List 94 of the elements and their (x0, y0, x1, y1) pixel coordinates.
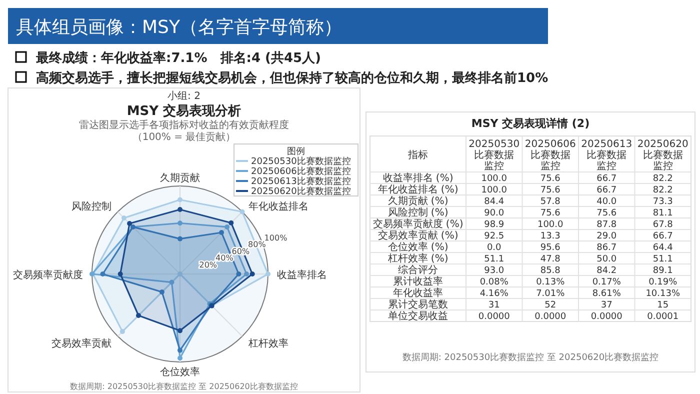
category-label: 单位交易收益 (388, 311, 448, 322)
text: 0.0000 (590, 312, 622, 322)
text: 73.3 (652, 197, 673, 207)
text: 小组: 2 (168, 90, 200, 102)
chart-title: MSY 交易表现分析 (126, 103, 242, 119)
text: 4.16% (480, 289, 508, 299)
text: 95.6 (540, 243, 560, 253)
text: 37 (600, 300, 612, 310)
text: 0.13% (536, 278, 565, 288)
text: 40.0 (596, 197, 617, 207)
text: 0.0001 (647, 312, 679, 322)
legend-label: 20250613比赛数据监控 (251, 176, 351, 187)
text: 89.1 (652, 266, 673, 276)
legend-title: 图例 (287, 146, 305, 157)
text: 84.4 (484, 197, 504, 207)
category-label: 交易效率贡献 (%) (378, 230, 458, 242)
text: 0.0000 (478, 312, 510, 322)
category-label: 20250530比赛数据监控 (468, 139, 520, 172)
category-label: 累计收益率 (393, 276, 443, 288)
text: 51.1 (484, 254, 504, 264)
text: 66.7 (652, 232, 673, 242)
text: MSY 交易表现详情 (2) (471, 117, 590, 130)
category-label: 年化收益排名 (%) (378, 184, 458, 196)
text: 90.0 (484, 208, 504, 218)
text: 数据周期: 20250530比赛数据监控 至 20250620比赛数据监控 (70, 382, 298, 391)
text: 0.19% (648, 278, 678, 288)
text: 75.6 (540, 208, 560, 218)
y-tick-label: 100% (264, 233, 288, 242)
text: 84.2 (596, 266, 617, 276)
text: 87.8 (596, 220, 617, 230)
category-label: 20250606比赛数据监控 (524, 139, 576, 172)
category-label: 累计交易笔数 (388, 300, 448, 310)
text: 82.2 (652, 186, 673, 196)
spoke-label: 交易效率贡献 (51, 338, 112, 350)
text: 66.7 (596, 186, 617, 196)
category-label: 综合评分 (398, 265, 438, 276)
category-label: 久期贡献 (%) (388, 196, 448, 207)
category-label: 20250613比赛数据监控 (581, 139, 632, 172)
text: 0.0 (486, 243, 502, 253)
text: 66.7 (596, 174, 617, 184)
text: 8.61% (592, 289, 621, 299)
legend-label: 20250620比赛数据监控 (251, 186, 351, 197)
text: 7.01% (536, 289, 565, 299)
text: 98.9 (484, 220, 504, 230)
text: 高频交易选手，擅长把握短线交易机会，但也保持了较高的仓位和久期，最终排名前10% (36, 70, 548, 86)
spoke-label: 久期贡献 (160, 172, 200, 184)
spoke-label: 仓位效率 (160, 366, 200, 378)
legend-label: 20250606比赛数据监控 (251, 166, 351, 177)
category-label: 杠杆效率 (%) (388, 254, 448, 264)
text: 31 (488, 300, 500, 310)
text: 93.0 (484, 266, 504, 276)
spoke-label: 收益率排名 (277, 269, 327, 281)
text: 0.0000 (534, 312, 566, 322)
text: 75.6 (540, 174, 560, 184)
text: 50.0 (596, 254, 617, 264)
text: 67.8 (652, 220, 673, 230)
text: 指标 (407, 149, 428, 161)
chart-subtitle: 雷达图显示选手各项指标对收益的有效贡献程度（100% = 最佳贡献） (79, 119, 289, 143)
text: 64.4 (652, 243, 673, 253)
text: 82.2 (652, 174, 673, 184)
spoke-label: 风险控制 (71, 200, 112, 212)
text: 81.1 (652, 208, 673, 218)
text: 100.0 (481, 186, 508, 196)
text: 51.1 (652, 254, 673, 264)
category-label: 收益率排名 (%) (382, 173, 454, 184)
text: 最终成绩：年化收益率:7.1% 排名:4 (共45人) (35, 50, 321, 66)
legend-label: 20250530比赛数据监控 (251, 156, 351, 167)
text: 数据周期: 20250530比赛数据监控 至 20250620比赛数据监控 (402, 352, 659, 363)
text: 0.08% (480, 278, 508, 288)
text: 15 (657, 300, 669, 310)
text: 13.3 (540, 232, 560, 242)
text: 0.17% (592, 278, 621, 288)
category-label: 交易频率贡献度 (%) (372, 219, 464, 230)
text: 29.0 (596, 232, 617, 242)
text: 92.5 (484, 232, 504, 242)
category-label: 风险控制 (%) (388, 208, 448, 218)
category-label: 仓位效率 (%) (388, 242, 448, 253)
text: 100.0 (537, 220, 564, 230)
category-label: 年化收益率 (393, 288, 443, 299)
text: 57.8 (540, 197, 560, 207)
text: 75.6 (596, 208, 617, 218)
text: 100.0 (481, 174, 508, 184)
spoke-label: 年化收益排名 (248, 200, 309, 212)
text: 10.13% (646, 289, 680, 299)
text: 47.8 (540, 254, 560, 264)
text: 85.8 (540, 266, 560, 276)
category-label: 20250620比赛数据监控 (637, 139, 688, 172)
text: 具体组员画像：MSY（名字首字母简称） (16, 17, 342, 38)
text: 52 (544, 300, 556, 310)
spoke-label: 交易频率贡献度 (13, 269, 83, 281)
spoke-label: 杠杆效率 (248, 338, 289, 350)
y-tick-label: 20% (199, 260, 218, 270)
text: 86.7 (596, 243, 617, 253)
text: 75.6 (540, 186, 560, 196)
